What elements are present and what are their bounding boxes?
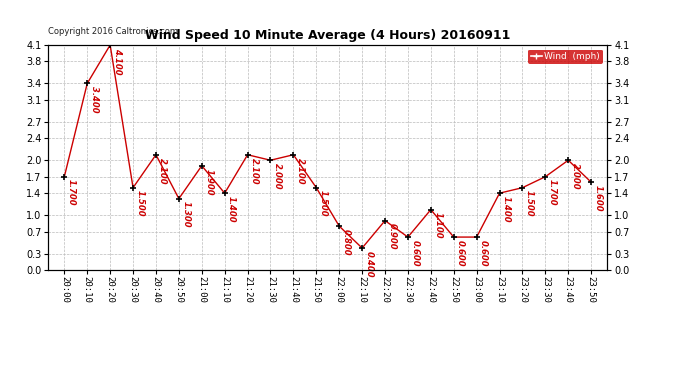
Text: 2.000: 2.000 <box>571 163 580 190</box>
Text: 1.400: 1.400 <box>227 196 236 223</box>
Legend: Wind  (mph): Wind (mph) <box>528 50 602 64</box>
Text: 3.400: 3.400 <box>90 86 99 113</box>
Text: 1.900: 1.900 <box>204 168 213 195</box>
Text: 2.000: 2.000 <box>273 163 282 190</box>
Text: 2.100: 2.100 <box>159 158 168 184</box>
Text: 1.500: 1.500 <box>525 190 534 217</box>
Text: 0.900: 0.900 <box>388 224 397 250</box>
Title: Wind Speed 10 Minute Average (4 Hours) 20160911: Wind Speed 10 Minute Average (4 Hours) 2… <box>145 30 511 42</box>
Text: 1.100: 1.100 <box>433 212 442 239</box>
Text: 2.100: 2.100 <box>250 158 259 184</box>
Text: 4.100: 4.100 <box>112 48 121 74</box>
Text: 1.700: 1.700 <box>548 180 557 206</box>
Text: 1.300: 1.300 <box>181 201 190 228</box>
Text: 0.600: 0.600 <box>456 240 465 267</box>
Text: 0.400: 0.400 <box>364 251 373 278</box>
Text: 2.100: 2.100 <box>296 158 305 184</box>
Text: 1.500: 1.500 <box>319 190 328 217</box>
Text: 0.800: 0.800 <box>342 229 351 255</box>
Text: Copyright 2016 Caltronics.com: Copyright 2016 Caltronics.com <box>48 27 178 36</box>
Text: 0.600: 0.600 <box>479 240 488 267</box>
Text: 0.600: 0.600 <box>411 240 420 267</box>
Text: 1.400: 1.400 <box>502 196 511 223</box>
Text: 1.700: 1.700 <box>67 180 76 206</box>
Text: 1.600: 1.600 <box>593 185 602 211</box>
Text: 1.500: 1.500 <box>135 190 144 217</box>
